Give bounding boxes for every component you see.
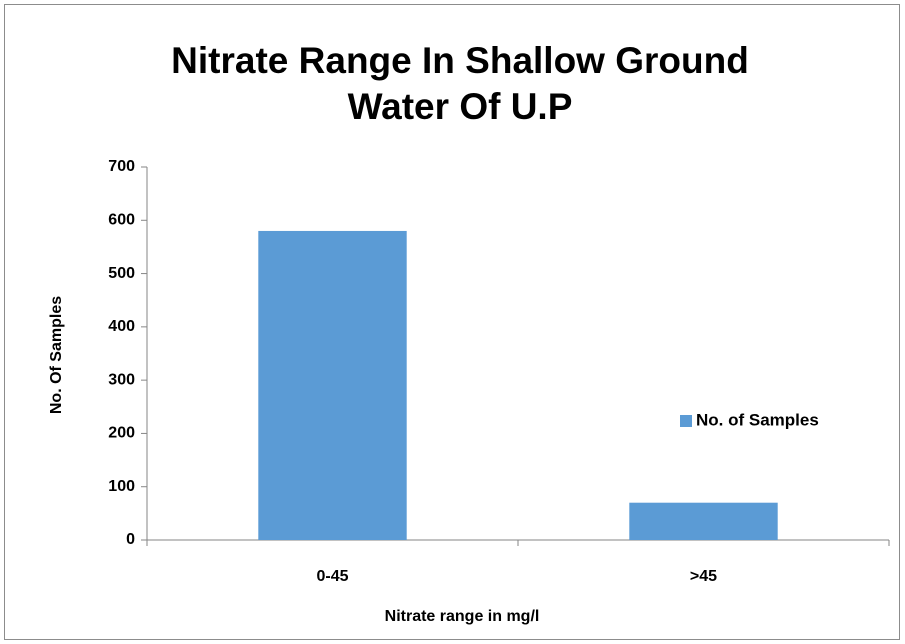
y-tick-label: 300 — [108, 371, 135, 388]
legend-swatch — [680, 415, 692, 427]
y-axis-title: No. Of Samples — [48, 296, 65, 414]
y-tick-label: 500 — [108, 265, 135, 282]
y-tick-label: 600 — [108, 212, 135, 229]
y-tick-label: 0 — [126, 531, 135, 548]
y-tick-label: 700 — [108, 158, 135, 175]
legend-label: No. of Samples — [696, 410, 819, 429]
bar — [258, 230, 407, 540]
y-tick-label: 200 — [108, 425, 135, 442]
x-tick-label: >45 — [690, 568, 717, 585]
chart-title: Nitrate Range In Shallow Ground Water Of… — [171, 40, 749, 127]
bar — [629, 502, 778, 540]
x-tick-label: 0-45 — [316, 568, 348, 585]
y-tick-label: 400 — [108, 318, 135, 335]
y-tick-label: 100 — [108, 478, 135, 495]
x-axis-title: Nitrate range in mg/l — [385, 608, 540, 625]
